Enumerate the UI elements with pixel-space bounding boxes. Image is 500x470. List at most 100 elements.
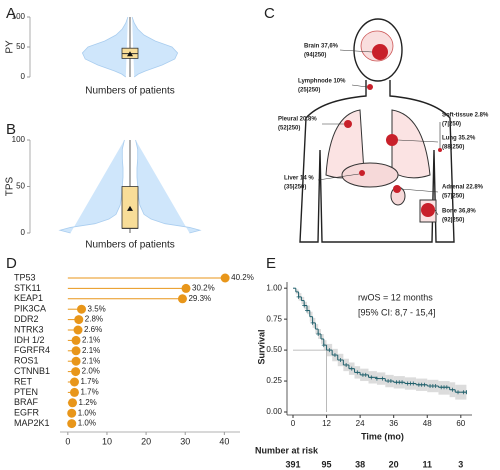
censor-mark <box>450 387 455 392</box>
value-label: 2.1% <box>82 346 100 355</box>
dot <box>77 304 87 314</box>
dot <box>220 273 230 283</box>
x-tick-label: 0 <box>65 436 70 446</box>
category-label: STK11 <box>14 283 41 293</box>
censor-mark <box>344 362 349 367</box>
category-label: KEAP1 <box>14 293 43 303</box>
x-tick-label: 48 <box>423 419 432 428</box>
censor-mark <box>310 320 315 325</box>
violin-half <box>132 17 178 77</box>
violin-half <box>82 17 128 77</box>
site-count: (52|250) <box>278 126 300 132</box>
site-dot <box>367 84 373 90</box>
leader-line <box>339 49 373 53</box>
dot <box>71 346 81 356</box>
category-label: ROS1 <box>14 356 39 366</box>
dot <box>69 377 79 387</box>
dot <box>71 335 81 345</box>
censor-mark <box>369 375 374 380</box>
site-count: (35|250) <box>284 185 306 191</box>
y-tick-label: 100 <box>12 12 26 21</box>
site-count: (25|250) <box>298 88 320 94</box>
leader-lines <box>317 49 441 216</box>
site-label: Pleural 20.8% <box>278 117 317 123</box>
panel-letter: C <box>264 5 275 22</box>
value-label: 1.0% <box>78 408 96 417</box>
risk-value: 20 <box>389 459 399 469</box>
censor-mark <box>338 358 343 362</box>
value-label: 40.2% <box>231 273 254 282</box>
y-tick-label: 1.00 <box>266 283 282 292</box>
x-tick-label: 60 <box>456 419 465 428</box>
value-label: 1.7% <box>80 388 98 397</box>
category-label: DDR2 <box>14 314 39 324</box>
risk-value: 11 <box>422 459 432 469</box>
x-tick-label: 40 <box>219 436 229 446</box>
site-dot <box>393 185 401 193</box>
site-count: (92|250) <box>442 218 464 224</box>
value-label: 2.6% <box>84 325 102 334</box>
site-count: (7|250) <box>442 122 461 128</box>
body-map: C Brain 37,6% (94|25 <box>264 5 489 243</box>
censor-mark <box>327 348 332 353</box>
value-label: 2.0% <box>82 367 100 376</box>
site-label: Lymphnode 10% <box>298 79 346 85</box>
site-label: Brain 37,6% <box>304 44 339 50</box>
dot <box>71 367 81 377</box>
mean-marker <box>127 51 133 57</box>
x-axis-label: Numbers of patients <box>85 86 175 97</box>
violin-outline <box>81 16 129 78</box>
panel-letter: A <box>6 5 16 22</box>
mean-marker <box>127 205 133 211</box>
site-label: Adrenal 22.8% <box>442 185 484 191</box>
leader-line <box>400 188 439 193</box>
censor-mark <box>332 353 337 358</box>
leader-line <box>397 139 439 143</box>
x-tick-label: 30 <box>180 436 190 446</box>
dot <box>73 325 83 335</box>
y-tick-label: 0.50 <box>266 345 282 354</box>
risk-value: 391 <box>285 459 300 469</box>
value-label: 2.1% <box>82 356 100 365</box>
site-dots <box>344 44 442 217</box>
censor-mark <box>302 303 307 308</box>
site-dot <box>359 170 365 176</box>
panel-letter: E <box>266 255 276 272</box>
censor-mark <box>349 366 354 371</box>
category-label: RET <box>14 376 33 386</box>
x-tick-label: 24 <box>356 419 365 428</box>
value-label: 1.7% <box>80 377 98 386</box>
panel-letter: D <box>6 255 17 272</box>
censor-mark <box>296 294 301 299</box>
y-axis-label: Survival <box>256 329 266 364</box>
violin-outline <box>131 16 179 78</box>
x-tick-label: 12 <box>322 419 331 428</box>
dot <box>74 315 84 325</box>
x-tick-label: 36 <box>389 419 398 428</box>
category-label: CTNNB1 <box>14 366 50 376</box>
site-label: Liver 14 % <box>284 176 314 182</box>
category-label: EGFR <box>14 408 40 418</box>
y-tick-label: 50 <box>16 42 25 51</box>
category-label: IDH 1/2 <box>14 335 45 345</box>
value-label: 1.2% <box>79 398 97 407</box>
value-label: 2.8% <box>85 315 103 324</box>
category-label: NTRK3 <box>14 324 44 334</box>
censor-mark <box>355 370 360 375</box>
dot <box>67 419 77 429</box>
dot <box>68 398 78 408</box>
value-label: 30.2% <box>192 284 215 293</box>
censor-mark <box>422 382 427 387</box>
site-label: Soft-tissue 2.8% <box>442 113 489 119</box>
violin-outline <box>58 139 125 234</box>
censor-mark <box>321 343 326 348</box>
annotation: [95% CI: 8,7 - 15,4] <box>358 307 436 317</box>
value-label: 29.3% <box>188 294 211 303</box>
x-tick-label: 0 <box>291 419 296 428</box>
x-axis-label: Numbers of patients <box>85 240 175 251</box>
liver <box>341 162 399 188</box>
x-tick-label: 20 <box>141 436 151 446</box>
risk-value: 95 <box>322 459 332 469</box>
panel-letter: B <box>6 121 16 138</box>
